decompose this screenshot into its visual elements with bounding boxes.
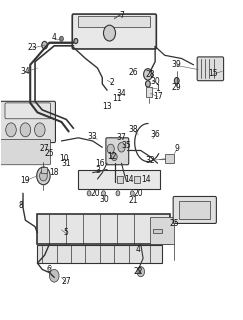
Text: 27: 27 bbox=[61, 277, 71, 286]
Text: 36: 36 bbox=[150, 130, 160, 139]
Text: 16: 16 bbox=[95, 159, 105, 168]
Circle shape bbox=[20, 123, 31, 137]
Text: 29: 29 bbox=[172, 83, 182, 92]
Text: 14: 14 bbox=[141, 174, 150, 184]
Circle shape bbox=[118, 142, 125, 152]
Bar bbox=[153, 229, 162, 233]
Bar bbox=[150, 217, 174, 244]
Circle shape bbox=[74, 38, 78, 44]
Text: 26: 26 bbox=[129, 68, 138, 77]
FancyBboxPatch shape bbox=[5, 103, 51, 119]
Circle shape bbox=[116, 191, 120, 196]
Text: 31: 31 bbox=[61, 159, 71, 168]
Text: 39: 39 bbox=[172, 60, 182, 69]
Circle shape bbox=[87, 191, 91, 196]
Text: 30: 30 bbox=[100, 195, 110, 204]
Circle shape bbox=[42, 41, 48, 49]
Text: 27: 27 bbox=[40, 144, 49, 153]
Text: 4: 4 bbox=[52, 33, 57, 42]
Text: 37: 37 bbox=[117, 133, 126, 142]
FancyBboxPatch shape bbox=[173, 196, 216, 223]
Bar bbox=[41, 167, 47, 173]
Text: 5: 5 bbox=[64, 228, 69, 237]
FancyBboxPatch shape bbox=[72, 14, 156, 49]
Circle shape bbox=[37, 167, 50, 185]
Bar bbox=[78, 16, 150, 27]
Text: 23: 23 bbox=[28, 43, 37, 52]
Bar bbox=[147, 87, 152, 97]
Text: 2: 2 bbox=[110, 78, 114, 87]
Text: 20: 20 bbox=[90, 189, 100, 198]
Circle shape bbox=[130, 191, 134, 196]
Text: 33: 33 bbox=[88, 132, 97, 141]
FancyBboxPatch shape bbox=[0, 140, 51, 165]
Text: 28: 28 bbox=[146, 70, 155, 79]
Text: 35: 35 bbox=[122, 141, 131, 150]
Text: 4: 4 bbox=[136, 245, 141, 254]
Bar bbox=[117, 176, 123, 183]
Text: 12: 12 bbox=[107, 152, 117, 161]
Circle shape bbox=[174, 77, 179, 84]
Text: 8: 8 bbox=[18, 202, 23, 211]
Text: 25: 25 bbox=[45, 149, 54, 158]
Text: 20: 20 bbox=[133, 189, 143, 198]
Text: 32: 32 bbox=[146, 156, 155, 164]
Text: 6: 6 bbox=[47, 265, 52, 274]
Text: 1: 1 bbox=[155, 84, 160, 93]
Circle shape bbox=[137, 267, 145, 277]
FancyBboxPatch shape bbox=[106, 138, 129, 165]
Text: 3: 3 bbox=[95, 166, 100, 175]
Circle shape bbox=[104, 25, 115, 41]
Circle shape bbox=[107, 144, 114, 154]
Circle shape bbox=[6, 123, 16, 137]
Text: 38: 38 bbox=[129, 125, 138, 134]
FancyBboxPatch shape bbox=[0, 101, 55, 142]
Text: 25: 25 bbox=[170, 219, 179, 228]
Text: 30: 30 bbox=[150, 77, 160, 86]
Bar bbox=[133, 176, 139, 183]
Circle shape bbox=[144, 69, 152, 80]
Text: 10: 10 bbox=[59, 154, 69, 163]
Circle shape bbox=[40, 171, 47, 181]
Circle shape bbox=[146, 81, 150, 87]
Bar bbox=[37, 245, 162, 263]
Text: 34: 34 bbox=[117, 89, 126, 98]
Circle shape bbox=[102, 191, 105, 196]
Text: 34: 34 bbox=[21, 67, 30, 76]
Bar bbox=[179, 201, 210, 219]
Text: 18: 18 bbox=[50, 168, 59, 177]
Circle shape bbox=[49, 269, 59, 282]
Bar bbox=[165, 154, 174, 163]
Text: 21: 21 bbox=[129, 196, 138, 205]
Text: 14: 14 bbox=[124, 175, 133, 184]
Text: 11: 11 bbox=[112, 94, 122, 103]
Bar bbox=[78, 170, 160, 188]
Text: 22: 22 bbox=[134, 267, 143, 276]
Bar bbox=[37, 214, 170, 244]
Circle shape bbox=[111, 153, 117, 161]
Text: 19: 19 bbox=[21, 176, 30, 185]
Text: 13: 13 bbox=[102, 101, 112, 111]
FancyBboxPatch shape bbox=[197, 57, 224, 81]
Text: 7: 7 bbox=[119, 11, 124, 20]
Text: 17: 17 bbox=[153, 92, 162, 101]
Circle shape bbox=[35, 123, 45, 137]
Text: 15: 15 bbox=[208, 69, 217, 78]
Circle shape bbox=[60, 36, 63, 41]
Text: 9: 9 bbox=[174, 144, 179, 153]
